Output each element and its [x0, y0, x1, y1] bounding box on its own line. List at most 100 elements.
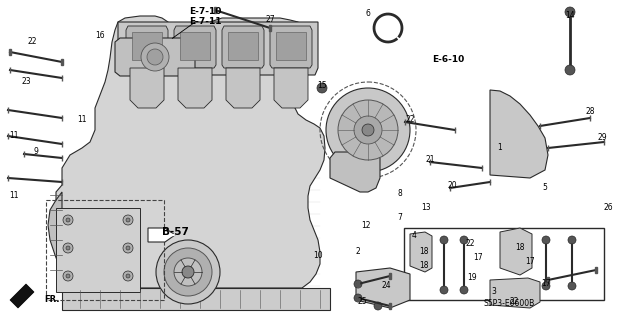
Polygon shape: [115, 38, 195, 76]
Text: 16: 16: [95, 32, 105, 41]
Circle shape: [440, 236, 448, 244]
Polygon shape: [490, 90, 548, 178]
Circle shape: [568, 236, 576, 244]
Circle shape: [354, 116, 382, 144]
Polygon shape: [56, 16, 325, 288]
Circle shape: [123, 243, 133, 253]
Circle shape: [374, 302, 382, 310]
Polygon shape: [174, 26, 216, 68]
Text: 17: 17: [473, 254, 483, 263]
Polygon shape: [449, 185, 451, 191]
Polygon shape: [214, 7, 216, 13]
Circle shape: [174, 258, 202, 286]
Text: 9: 9: [33, 147, 38, 157]
Circle shape: [565, 7, 575, 17]
Circle shape: [123, 215, 133, 225]
Text: 22: 22: [405, 115, 415, 124]
Polygon shape: [357, 295, 359, 301]
Bar: [276, 32, 306, 60]
Circle shape: [66, 218, 70, 222]
Text: 10: 10: [313, 251, 323, 261]
Circle shape: [354, 280, 362, 288]
Circle shape: [568, 282, 576, 290]
Text: 6: 6: [365, 10, 371, 19]
Circle shape: [141, 43, 169, 71]
Polygon shape: [126, 26, 168, 68]
Text: 18: 18: [419, 262, 429, 271]
Circle shape: [126, 246, 130, 250]
Polygon shape: [61, 59, 63, 65]
Text: 27: 27: [265, 16, 275, 25]
Polygon shape: [226, 68, 260, 108]
Text: E-6-10: E-6-10: [432, 56, 464, 64]
Polygon shape: [270, 26, 312, 68]
Text: 17: 17: [525, 257, 535, 266]
Text: 8: 8: [397, 189, 403, 198]
Polygon shape: [500, 228, 532, 275]
Circle shape: [338, 100, 398, 160]
Circle shape: [63, 243, 73, 253]
Polygon shape: [56, 208, 140, 292]
Text: B-57: B-57: [162, 227, 189, 237]
Text: 17: 17: [541, 279, 551, 288]
Bar: [404, 228, 604, 300]
Circle shape: [126, 274, 130, 278]
Polygon shape: [404, 119, 406, 125]
Polygon shape: [10, 284, 34, 308]
Text: 2: 2: [356, 248, 360, 256]
Circle shape: [66, 274, 70, 278]
Text: 24: 24: [381, 281, 391, 291]
Circle shape: [164, 248, 212, 296]
Circle shape: [565, 65, 575, 75]
Circle shape: [126, 218, 130, 222]
Text: 22: 22: [28, 38, 36, 47]
Text: 21: 21: [425, 155, 435, 165]
Text: 20: 20: [447, 182, 457, 190]
Text: 14: 14: [565, 11, 575, 20]
Text: 13: 13: [421, 204, 431, 212]
Polygon shape: [429, 159, 430, 165]
Polygon shape: [130, 68, 164, 108]
Polygon shape: [48, 192, 62, 288]
Circle shape: [317, 83, 327, 93]
Polygon shape: [490, 278, 540, 308]
Polygon shape: [10, 49, 11, 55]
Text: 11: 11: [9, 131, 19, 140]
Text: 19: 19: [467, 273, 477, 283]
Circle shape: [63, 215, 73, 225]
Text: 1: 1: [498, 144, 502, 152]
Text: 26: 26: [603, 204, 613, 212]
Circle shape: [147, 49, 163, 65]
Text: 4: 4: [412, 232, 417, 241]
Text: 28: 28: [585, 108, 595, 116]
Polygon shape: [178, 68, 212, 108]
Text: FR.: FR.: [44, 294, 60, 303]
Circle shape: [542, 236, 550, 244]
Polygon shape: [148, 228, 175, 242]
Circle shape: [460, 236, 468, 244]
Polygon shape: [274, 68, 308, 108]
Polygon shape: [61, 75, 63, 81]
Circle shape: [354, 294, 362, 302]
Polygon shape: [389, 303, 391, 309]
Circle shape: [63, 271, 73, 281]
Text: 12: 12: [361, 221, 371, 231]
Polygon shape: [62, 288, 330, 310]
Polygon shape: [454, 127, 456, 133]
Text: 15: 15: [317, 81, 327, 91]
Text: E-7-10: E-7-10: [189, 8, 221, 17]
Text: 25: 25: [357, 298, 367, 307]
Polygon shape: [389, 273, 391, 279]
Text: 22: 22: [465, 240, 475, 249]
Polygon shape: [357, 281, 359, 287]
Text: 11: 11: [9, 191, 19, 201]
Circle shape: [123, 271, 133, 281]
Circle shape: [326, 88, 410, 172]
Text: 29: 29: [597, 133, 607, 143]
Polygon shape: [589, 115, 591, 121]
Polygon shape: [410, 232, 432, 272]
Polygon shape: [330, 152, 380, 192]
Polygon shape: [160, 232, 175, 238]
Text: 5: 5: [543, 183, 547, 192]
Text: 7: 7: [397, 213, 403, 222]
